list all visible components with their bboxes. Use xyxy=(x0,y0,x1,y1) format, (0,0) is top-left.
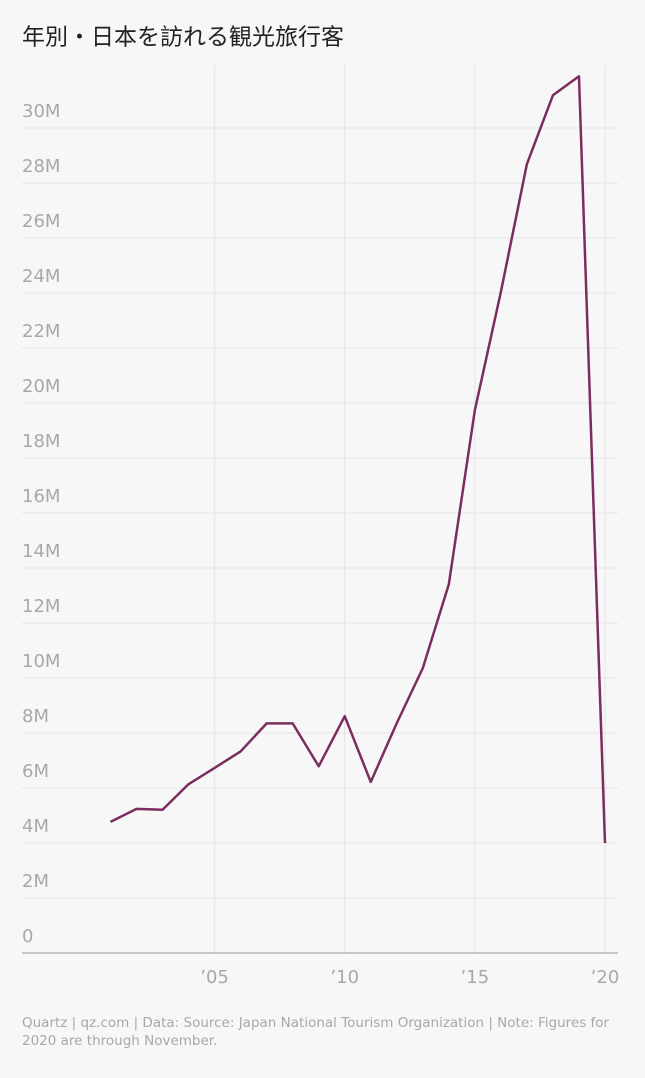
x-tick-label: ’05 xyxy=(200,967,229,988)
footer: Quartz | qz.com | Data: Source: Japan Na… xyxy=(22,1015,610,1049)
y-tick-label: 16M xyxy=(22,486,60,507)
y-tick-label: 22M xyxy=(22,321,60,342)
y-tick-label: 8M xyxy=(22,706,49,727)
y-tick-label: 26M xyxy=(22,211,60,232)
x-tick-label: ’20 xyxy=(591,967,620,988)
chart: 年別・日本を訪れる観光旅行客 0 2M 4M 6M 8M 10M 12M 14M 16M 18M 2… xyxy=(22,25,620,988)
y-tick-label: 2M xyxy=(22,871,49,892)
line xyxy=(109,75,607,844)
y-tick-label: 12M xyxy=(22,596,60,617)
y-tick-label: 18M xyxy=(22,431,60,452)
y-tick-label: 4M xyxy=(22,816,49,837)
y-tick-label: 10M xyxy=(22,651,60,672)
x-tick-label: ’10 xyxy=(330,967,359,988)
y-tick-label: 20M xyxy=(22,376,60,397)
y-tick-label: 0 xyxy=(22,926,33,947)
x-tick-label: ’15 xyxy=(461,967,490,988)
y-tick-label: 30M xyxy=(22,101,60,122)
y-tick-label: 6M xyxy=(22,761,49,782)
chart-title: 年別・日本を訪れる観光旅行客 xyxy=(22,25,344,51)
y-tick-label: 14M xyxy=(22,541,60,562)
y-tick-label: 24M xyxy=(22,266,60,287)
y-tick-label: 28M xyxy=(22,156,60,177)
